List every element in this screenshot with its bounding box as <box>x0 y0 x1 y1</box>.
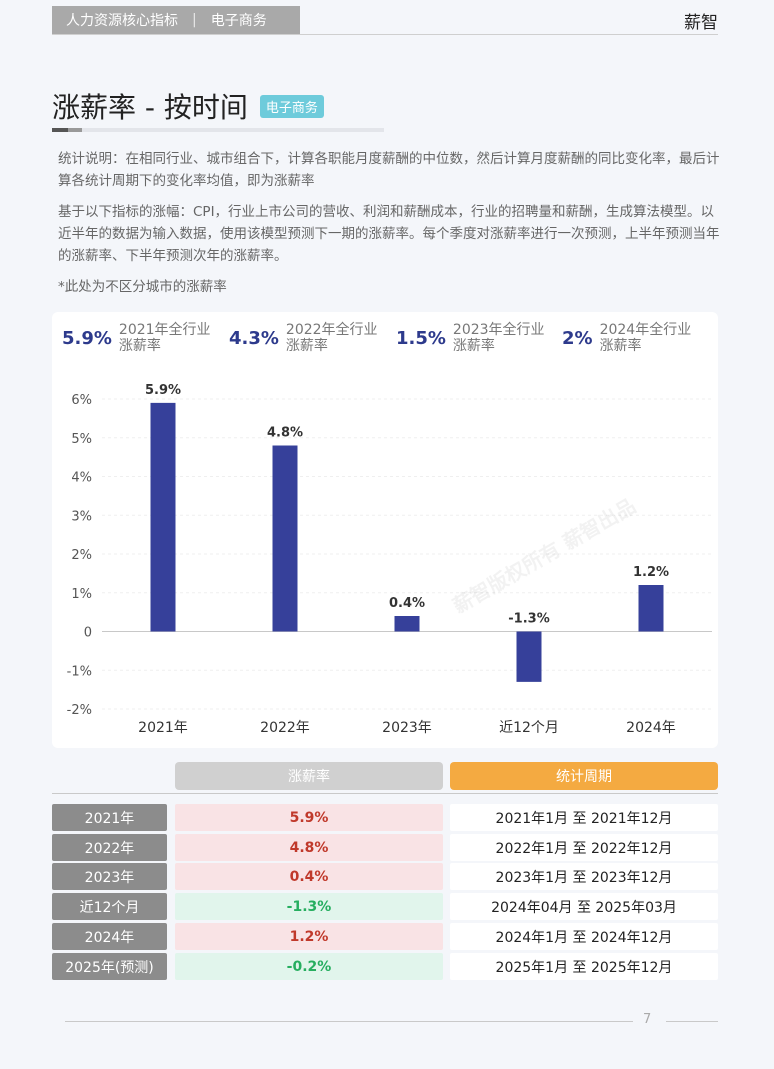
summary-2022: 4.3% 2022年全行业涨薪率 <box>229 322 390 354</box>
bar <box>638 585 664 632</box>
row-rate: -0.2% <box>175 953 443 980</box>
row-period: 2024年04月 至 2025年03月 <box>450 893 718 920</box>
data-label: 5.9% <box>145 383 181 398</box>
page-number: 7 <box>643 1012 652 1027</box>
y-tick-label: -1% <box>67 664 92 679</box>
row-period: 2023年1月 至 2023年12月 <box>450 863 718 890</box>
row-rate: 4.8% <box>175 834 443 861</box>
row-year: 2022年 <box>52 834 167 861</box>
x-tick-label: 近12个月 <box>499 720 559 736</box>
summary-label: 2024年全行业涨薪率 <box>599 322 692 354</box>
summary-2021: 5.9% 2021年全行业涨薪率 <box>62 322 223 354</box>
x-tick-label: 2024年 <box>626 720 676 736</box>
industry-badge: 电子商务 <box>259 94 324 118</box>
summary-2023: 1.5% 2023年全行业涨薪率 <box>396 322 557 354</box>
bar-chart: 6% 5% 4% 3% 2% 1% 0 -1% -2% 5.9% 2021年 4.8% 2022年 0.4… <box>67 383 712 736</box>
summary-2024: 2% 2024年全行业涨薪率 <box>562 322 704 354</box>
table-row: 2023年 0.4% 2023年1月 至 2023年12月 <box>52 863 718 890</box>
y-tick-label: -2% <box>67 703 92 718</box>
y-tick-label: 1% <box>71 587 92 602</box>
row-rate: -1.3% <box>175 893 443 920</box>
bar <box>516 631 542 682</box>
header-separator: | <box>192 12 197 28</box>
footer-line-left <box>65 1021 633 1022</box>
description-note: *此处为不区分城市的涨薪率 <box>58 279 227 295</box>
row-period: 2024年1月 至 2024年12月 <box>450 923 718 950</box>
table-header-period: 统计周期 <box>450 762 718 790</box>
page-title: 涨薪率 - 按时间 <box>52 91 248 124</box>
table-row: 2021年 5.9% 2021年1月 至 2021年12月 <box>52 804 718 831</box>
y-tick-label: 6% <box>71 393 92 408</box>
data-label: 1.2% <box>633 565 669 580</box>
chart-card: 5.9% 2021年全行业涨薪率 4.3% 2022年全行业涨薪率 1.5% 2… <box>52 312 718 748</box>
table-divider <box>52 793 718 794</box>
title-underline <box>52 128 384 132</box>
row-period: 2021年1月 至 2021年12月 <box>450 804 718 831</box>
description-model: 基于以下指标的涨幅：CPI，行业上市公司的营收、利润和薪酬成本，行业的招聘量和薪… <box>58 204 720 264</box>
row-year: 2024年 <box>52 923 167 950</box>
table-row: 2024年 1.2% 2024年1月 至 2024年12月 <box>52 923 718 950</box>
summary-value: 1.5% <box>396 327 446 349</box>
table-header-rate: 涨薪率 <box>175 762 443 790</box>
y-tick-label: 5% <box>71 432 92 447</box>
y-tick-label: 2% <box>71 548 92 563</box>
table-row: 2022年 4.8% 2022年1月 至 2022年12月 <box>52 834 718 861</box>
row-rate: 0.4% <box>175 863 443 890</box>
brand-logo: 薪智 <box>684 13 718 33</box>
x-tick-label: 2021年 <box>138 720 188 736</box>
summary-label: 2023年全行业涨薪率 <box>452 322 545 354</box>
table-row: 近12个月 -1.3% 2024年04月 至 2025年03月 <box>52 893 718 920</box>
row-period: 2022年1月 至 2022年12月 <box>450 834 718 861</box>
summary-label: 2021年全行业涨薪率 <box>118 322 211 354</box>
x-tick-label: 2022年 <box>260 720 310 736</box>
data-label: 0.4% <box>389 596 425 611</box>
x-tick-label: 2023年 <box>382 720 432 736</box>
header-category: 人力资源核心指标 <box>66 13 178 29</box>
bar <box>272 445 298 632</box>
header-divider <box>52 34 718 35</box>
summary-label: 2022年全行业涨薪率 <box>285 322 378 354</box>
row-year: 2025年(预测) <box>52 953 167 980</box>
data-label: -1.3% <box>508 612 549 627</box>
data-label: 4.8% <box>267 426 303 441</box>
row-year: 2023年 <box>52 863 167 890</box>
footer-line-right <box>666 1021 718 1022</box>
bar <box>394 616 420 632</box>
header-section: 电子商务 <box>210 13 267 29</box>
summary-value: 2% <box>562 327 593 349</box>
summary-value: 4.3% <box>229 327 279 349</box>
description-stat-method: 统计说明：在相同行业、城市组合下，计算各职能月度薪酬的中位数，然后计算月度薪酬的… <box>58 151 720 189</box>
header-tab: 人力资源核心指标 | 电子商务 <box>52 6 300 34</box>
row-year: 2021年 <box>52 804 167 831</box>
row-period: 2025年1月 至 2025年12月 <box>450 953 718 980</box>
row-year: 近12个月 <box>52 893 167 920</box>
y-tick-label: 3% <box>71 509 92 524</box>
y-tick-label: 0 <box>84 626 92 641</box>
row-rate: 1.2% <box>175 923 443 950</box>
summary-value: 5.9% <box>62 327 112 349</box>
title-row: 涨薪率 - 按时间 电子商务 <box>52 86 324 126</box>
row-rate: 5.9% <box>175 804 443 831</box>
bar <box>150 402 176 632</box>
table-row: 2025年(预测) -0.2% 2025年1月 至 2025年12月 <box>52 953 718 980</box>
y-tick-label: 4% <box>71 471 92 486</box>
